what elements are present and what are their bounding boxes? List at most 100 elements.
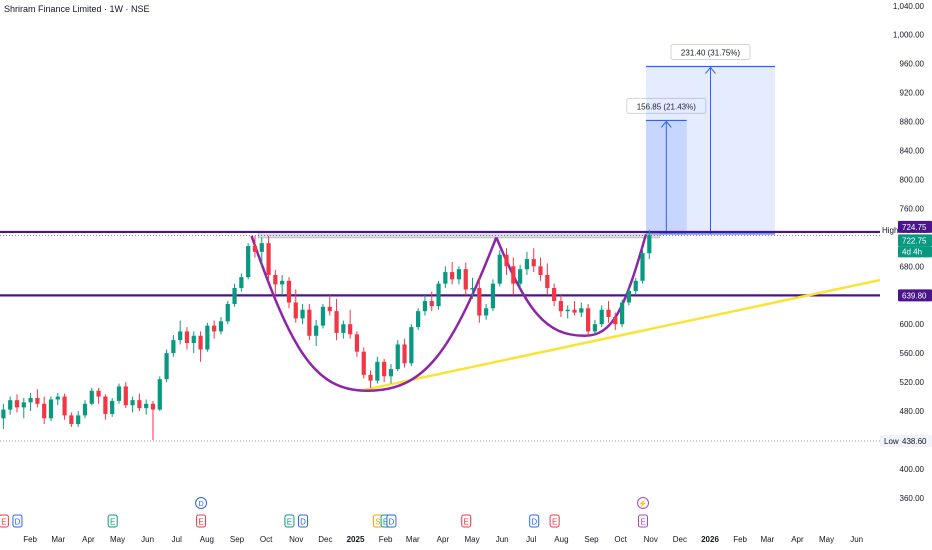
y-tick-label: 920.00 <box>900 89 925 98</box>
candle-body <box>626 290 632 303</box>
candle-body <box>341 324 346 333</box>
chart-title: Shriram Finance Limited · 1W · NSE <box>4 4 150 14</box>
event-marker: D <box>12 514 23 528</box>
y-tick-label: 560.00 <box>900 349 925 358</box>
candle-body <box>579 308 584 313</box>
candle-body <box>150 403 156 410</box>
event-above-circle <box>637 497 650 509</box>
event-letter: E <box>383 518 388 527</box>
event-marker: D <box>298 514 309 528</box>
event-box <box>298 514 309 528</box>
candle-body <box>55 396 60 400</box>
event-box <box>461 514 472 528</box>
x-tick-label: Aug <box>554 535 568 544</box>
candle-body <box>375 361 380 381</box>
event-letter: E <box>198 518 203 527</box>
event-marker: D <box>529 514 540 528</box>
x-tick-label: Sep <box>230 535 245 544</box>
cup-curve <box>250 235 498 393</box>
candle-body <box>409 327 414 364</box>
resistance-tag <box>898 220 932 233</box>
candle-body <box>225 303 230 322</box>
candle-body <box>69 415 74 425</box>
candle-body <box>647 235 652 254</box>
candle-body <box>252 246 258 252</box>
candle-body <box>443 272 448 284</box>
candle-body <box>368 374 373 381</box>
candle-body <box>164 353 169 380</box>
candle-body <box>314 325 319 336</box>
y-tick-label: 520.00 <box>900 378 925 387</box>
candle-body <box>286 280 292 303</box>
candle-body <box>388 369 394 377</box>
y-tick-label: 400.00 <box>900 465 925 474</box>
low-label: Low <box>884 437 899 446</box>
candle-body <box>565 309 570 312</box>
candle-body <box>35 398 40 404</box>
candle-body <box>184 331 190 344</box>
candle-body <box>450 272 455 280</box>
candle-body <box>327 306 332 312</box>
event-letter: E <box>287 518 292 527</box>
candle-body <box>620 302 625 325</box>
candle-body <box>246 246 251 278</box>
candle-body <box>395 344 400 370</box>
candle-body <box>538 266 543 275</box>
candle-body <box>212 325 217 332</box>
candle-body <box>334 311 339 333</box>
candle-body <box>572 309 577 313</box>
x-tick-label: Mar <box>51 535 65 544</box>
candle-body <box>76 415 81 425</box>
event-marker: E <box>0 514 9 528</box>
y-tick-label: 360.00 <box>900 494 925 503</box>
low-value: 438.60 <box>902 437 927 446</box>
candle-body <box>490 283 496 309</box>
candle-body <box>198 335 203 350</box>
candle-body <box>62 396 67 416</box>
candle-body <box>28 398 33 403</box>
event-box <box>196 514 207 528</box>
x-tick-label: Jul <box>172 535 182 544</box>
event-marker: D <box>386 514 397 528</box>
event-marker: E <box>461 514 472 528</box>
candle-body <box>89 390 94 404</box>
x-tick-label: Apr <box>82 535 95 544</box>
candle-body <box>640 253 645 281</box>
candle-body <box>422 301 428 312</box>
candle-body <box>497 254 502 284</box>
candle-body <box>504 254 509 267</box>
candle-body <box>599 309 604 325</box>
event-above-letter: ⚡ <box>638 499 647 508</box>
projection-label-box <box>626 97 707 114</box>
event-box <box>549 514 560 528</box>
x-tick-label: Feb <box>23 535 37 544</box>
event-box <box>107 514 118 528</box>
event-letter: E <box>640 518 645 527</box>
candle-body <box>511 266 516 284</box>
candle-body <box>586 308 591 332</box>
candle-body <box>613 316 618 325</box>
event-box <box>284 514 295 528</box>
candle-body <box>558 301 564 312</box>
candle-body <box>266 243 271 275</box>
x-tick-label: Jul <box>526 535 536 544</box>
candle-body <box>42 403 47 419</box>
candle-body <box>484 308 489 316</box>
candle-body <box>416 311 421 328</box>
candle-body <box>157 379 162 410</box>
y-tick-label: 1,040.00 <box>893 2 925 11</box>
y-tick-label: 960.00 <box>900 60 925 69</box>
candle-body <box>429 301 434 307</box>
x-tick-label: Nov <box>289 535 303 544</box>
x-tick-label: Feb <box>379 535 393 544</box>
candle-body <box>606 309 611 317</box>
candle-body <box>463 269 468 290</box>
y-tick-label: 680.00 <box>900 262 925 271</box>
candle-body <box>8 400 13 410</box>
candle-body <box>280 280 285 285</box>
x-tick-label: Oct <box>260 535 273 544</box>
candle-body <box>531 259 536 267</box>
x-tick-label: Sep <box>584 535 599 544</box>
event-marker: E⚡ <box>637 497 650 528</box>
